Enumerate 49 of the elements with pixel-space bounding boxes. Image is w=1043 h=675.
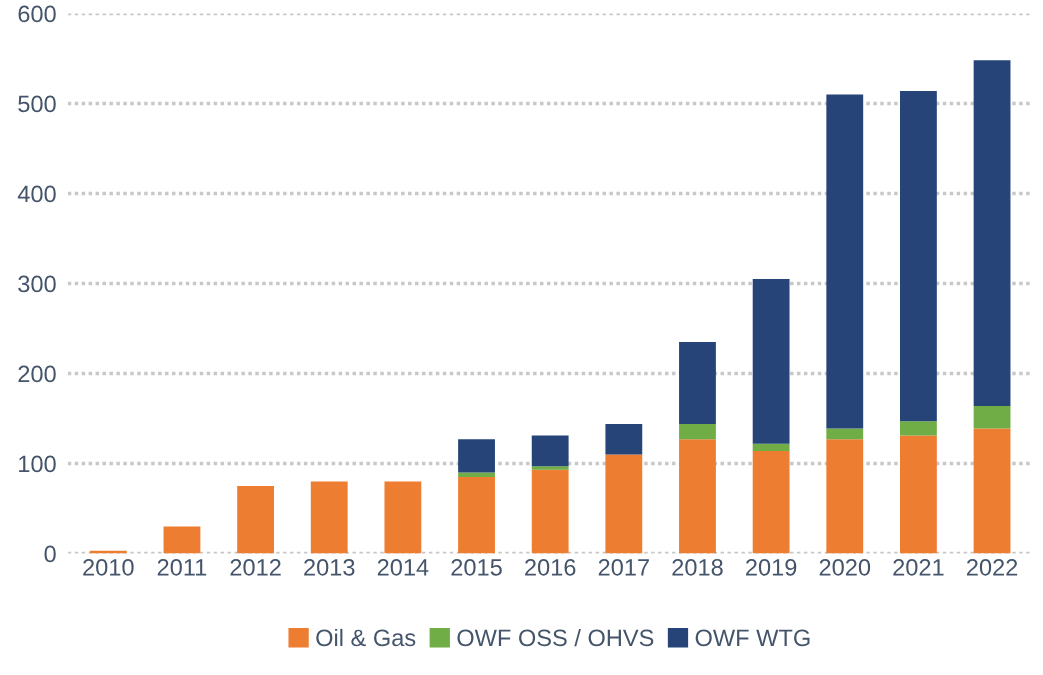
x-tick-label: 2014 [377, 558, 429, 576]
bar [826, 94, 864, 429]
x-tick-label: 2011 [157, 558, 207, 576]
bar [605, 454, 643, 554]
bar [752, 279, 790, 444]
bar [973, 60, 1011, 406]
y-tick-label: 600 [18, 5, 56, 23]
bar [237, 486, 275, 554]
bar [531, 466, 569, 470]
legend-label: Oil & Gas [316, 628, 416, 647]
bar [531, 469, 569, 554]
bar [531, 435, 569, 467]
bar [163, 526, 201, 554]
legend-label: OWF WTG [695, 629, 810, 647]
bar [973, 405, 1011, 429]
bar [900, 435, 937, 554]
y-tick-label: 300 [18, 275, 56, 293]
y-tick-label: 100 [19, 455, 56, 473]
x-tick-label: 2017 [598, 558, 649, 576]
x-tick-label: 2022 [966, 558, 1018, 576]
x-tick-label: 2012 [230, 558, 281, 576]
x-tick-label: 2013 [304, 558, 355, 576]
bar [458, 477, 495, 554]
bar [458, 439, 495, 473]
x-tick-label: 2016 [525, 558, 576, 576]
bar [384, 481, 422, 554]
bar [973, 428, 1011, 554]
bar [752, 443, 790, 451]
bar [679, 342, 716, 424]
x-tick-label: 2020 [819, 558, 871, 576]
legend-label: OWF OSS / OHVS [457, 628, 654, 647]
x-tick-label: 2018 [672, 558, 723, 576]
bar [900, 421, 937, 436]
bar [826, 439, 864, 554]
y-tick-label: 500 [18, 95, 56, 113]
bar [679, 423, 716, 440]
bar [605, 423, 643, 455]
bar [752, 450, 790, 554]
x-tick-label: 2019 [746, 558, 797, 576]
x-tick-label: 2021 [893, 558, 944, 576]
bar [826, 428, 864, 440]
x-tick-label: 2015 [451, 558, 502, 576]
bar [679, 439, 716, 554]
x-tick-label: 2010 [83, 558, 134, 576]
y-tick-label: 400 [17, 185, 56, 203]
bar [310, 481, 348, 554]
bar [900, 90, 937, 422]
y-tick-label: 200 [18, 365, 56, 383]
y-tick-label: 0 [44, 545, 56, 563]
